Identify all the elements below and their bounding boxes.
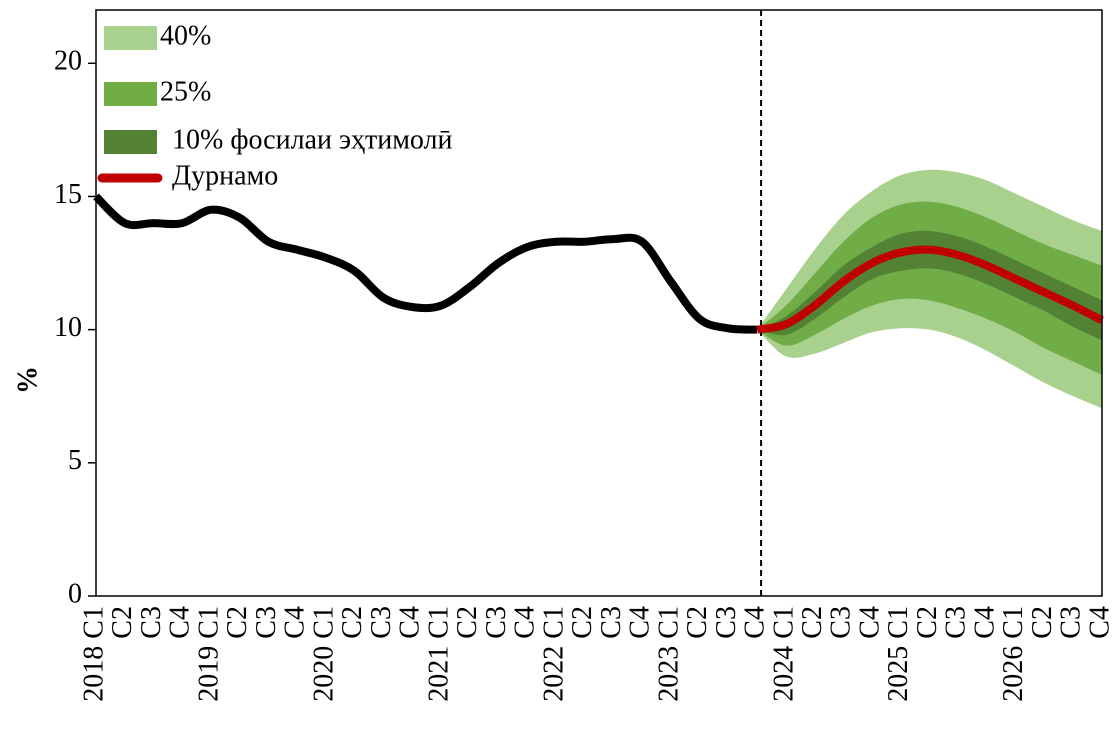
x-tick-label: C2 (912, 606, 943, 639)
x-tick-label: C4 (625, 606, 656, 639)
x-tick-label: 2024 C1 (768, 606, 799, 702)
y-tick-label: 20 (54, 46, 82, 77)
x-tick-label: 2020 C1 (308, 606, 339, 702)
x-tick-label: C2 (567, 606, 598, 639)
forecast-line (756, 245, 1104, 334)
x-tick-label: C3 (481, 606, 512, 639)
x-tick-label: C3 (136, 606, 167, 639)
legend-label: 40% (160, 20, 211, 51)
x-tick-label: C3 (1056, 606, 1087, 639)
x-tick-label: C3 (251, 606, 282, 639)
x-tick-label: C4 (740, 606, 771, 639)
legend-label: 10% фосилаи эҳтимолӣ (172, 124, 453, 155)
y-tick-label: 5 (68, 445, 82, 476)
x-tick-label: C4 (969, 606, 1000, 639)
legend-swatch (104, 82, 157, 106)
x-tick-label: C4 (280, 606, 311, 639)
x-tick-label: C3 (826, 606, 857, 639)
y-tick-label: 15 (54, 179, 82, 210)
x-tick-label: 2018 C1 (78, 606, 109, 702)
x-tick-label: C2 (337, 606, 368, 639)
x-tick-label: 2021 C1 (423, 606, 454, 702)
x-tick-label: C2 (797, 606, 828, 639)
x-tick-label: C4 (165, 606, 196, 639)
x-tick-label: C2 (1027, 606, 1058, 639)
x-tick-label: C3 (941, 606, 972, 639)
x-tick-label: C3 (596, 606, 627, 639)
x-tick-label: 2022 C1 (538, 606, 569, 702)
fan-band (757, 201, 1102, 375)
legend-label: 25% (160, 76, 211, 107)
legend-swatch (104, 26, 157, 50)
x-tick-label: C4 (854, 606, 885, 639)
y-tick-label: 10 (54, 312, 82, 343)
x-tick-label: C3 (366, 606, 397, 639)
legend-label: Дурнамо (172, 160, 278, 191)
x-tick-label: C2 (452, 606, 483, 639)
history-line (93, 193, 758, 334)
x-tick-label: C2 (107, 606, 138, 639)
x-tick-label: C3 (711, 606, 742, 639)
y-tick-label: 0 (68, 578, 82, 609)
x-tick-label: 2025 C1 (883, 606, 914, 702)
y-axis-label: % (12, 366, 43, 394)
x-tick-label: C4 (1084, 606, 1115, 639)
x-tick-label: 2026 C1 (998, 606, 1029, 702)
x-tick-label: C2 (682, 606, 713, 639)
x-tick-label: C4 (395, 606, 426, 639)
legend-swatch (104, 130, 157, 154)
x-tick-label: C4 (510, 606, 541, 639)
x-tick-label: 2019 C1 (193, 606, 224, 702)
x-tick-label: C2 (222, 606, 253, 639)
plot-frame (95, 9, 1103, 597)
x-tick-label: 2023 C1 (653, 606, 684, 702)
